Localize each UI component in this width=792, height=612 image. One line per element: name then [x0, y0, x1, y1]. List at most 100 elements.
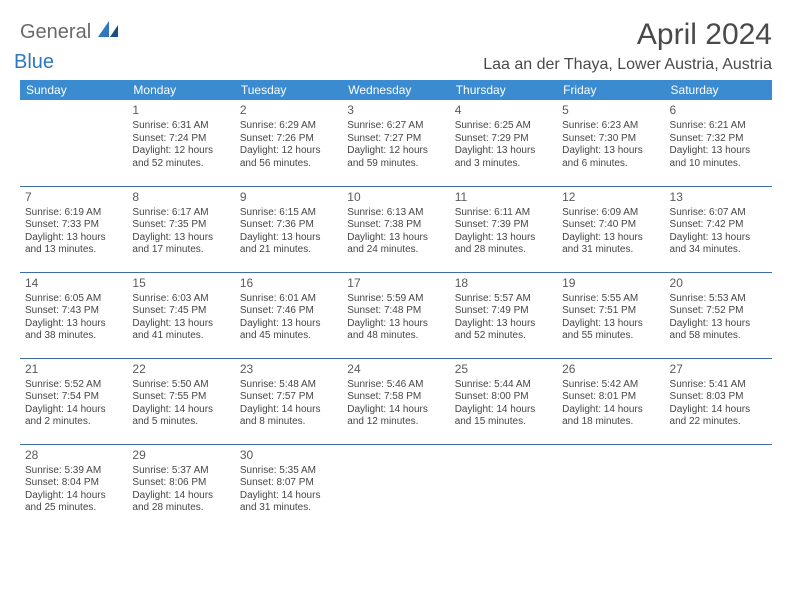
daylight-text: Daylight: 13 hours and 24 minutes.	[347, 232, 444, 257]
daylight-text: Daylight: 14 hours and 12 minutes.	[347, 404, 444, 429]
sunrise-text: Sunrise: 6:15 AM	[240, 207, 337, 220]
sunrise-text: Sunrise: 5:55 AM	[562, 293, 659, 306]
sunrise-text: Sunrise: 6:19 AM	[25, 207, 122, 220]
daylight-text: Daylight: 14 hours and 25 minutes.	[25, 490, 122, 515]
weekday-header: Wednesday	[342, 80, 449, 100]
sunset-text: Sunset: 7:35 PM	[132, 219, 229, 232]
day-number: 23	[240, 362, 337, 377]
sunrise-text: Sunrise: 6:09 AM	[562, 207, 659, 220]
sunset-text: Sunset: 7:52 PM	[670, 305, 767, 318]
calendar-day-cell: 4Sunrise: 6:25 AMSunset: 7:29 PMDaylight…	[450, 100, 557, 186]
daylight-text: Daylight: 13 hours and 31 minutes.	[562, 232, 659, 257]
calendar-day-cell: 14Sunrise: 6:05 AMSunset: 7:43 PMDayligh…	[20, 272, 127, 358]
day-number: 3	[347, 103, 444, 118]
daylight-text: Daylight: 12 hours and 52 minutes.	[132, 145, 229, 170]
sunset-text: Sunset: 7:36 PM	[240, 219, 337, 232]
daylight-text: Daylight: 13 hours and 34 minutes.	[670, 232, 767, 257]
daylight-text: Daylight: 13 hours and 38 minutes.	[25, 318, 122, 343]
daylight-text: Daylight: 14 hours and 2 minutes.	[25, 404, 122, 429]
weekday-header: Sunday	[20, 80, 127, 100]
header: General Blue April 2024 Laa an der Thaya…	[20, 18, 772, 74]
day-number: 24	[347, 362, 444, 377]
daylight-text: Daylight: 13 hours and 13 minutes.	[25, 232, 122, 257]
sunrise-text: Sunrise: 5:41 AM	[670, 379, 767, 392]
sunrise-text: Sunrise: 5:52 AM	[25, 379, 122, 392]
calendar-day-cell	[557, 444, 664, 530]
sunrise-text: Sunrise: 5:48 AM	[240, 379, 337, 392]
sunset-text: Sunset: 8:01 PM	[562, 391, 659, 404]
calendar-day-cell: 25Sunrise: 5:44 AMSunset: 8:00 PMDayligh…	[450, 358, 557, 444]
day-number: 2	[240, 103, 337, 118]
calendar-day-cell: 9Sunrise: 6:15 AMSunset: 7:36 PMDaylight…	[235, 186, 342, 272]
sunrise-text: Sunrise: 5:46 AM	[347, 379, 444, 392]
day-number: 7	[25, 190, 122, 205]
sunrise-text: Sunrise: 6:01 AM	[240, 293, 337, 306]
calendar-day-cell: 3Sunrise: 6:27 AMSunset: 7:27 PMDaylight…	[342, 100, 449, 186]
calendar-week-row: 21Sunrise: 5:52 AMSunset: 7:54 PMDayligh…	[20, 358, 772, 444]
calendar-day-cell: 15Sunrise: 6:03 AMSunset: 7:45 PMDayligh…	[127, 272, 234, 358]
sunset-text: Sunset: 7:32 PM	[670, 133, 767, 146]
daylight-text: Daylight: 14 hours and 22 minutes.	[670, 404, 767, 429]
sunset-text: Sunset: 7:54 PM	[25, 391, 122, 404]
calendar-day-cell: 7Sunrise: 6:19 AMSunset: 7:33 PMDaylight…	[20, 186, 127, 272]
calendar-day-cell: 24Sunrise: 5:46 AMSunset: 7:58 PMDayligh…	[342, 358, 449, 444]
day-number: 11	[455, 190, 552, 205]
day-number: 17	[347, 276, 444, 291]
day-number: 18	[455, 276, 552, 291]
page-title: April 2024	[483, 18, 772, 52]
sail-icon	[98, 21, 120, 42]
sunrise-text: Sunrise: 5:53 AM	[670, 293, 767, 306]
sunset-text: Sunset: 7:38 PM	[347, 219, 444, 232]
sunrise-text: Sunrise: 6:31 AM	[132, 120, 229, 133]
sunset-text: Sunset: 7:45 PM	[132, 305, 229, 318]
sunset-text: Sunset: 7:42 PM	[670, 219, 767, 232]
sunrise-text: Sunrise: 6:23 AM	[562, 120, 659, 133]
daylight-text: Daylight: 13 hours and 58 minutes.	[670, 318, 767, 343]
daylight-text: Daylight: 12 hours and 56 minutes.	[240, 145, 337, 170]
sunset-text: Sunset: 8:03 PM	[670, 391, 767, 404]
daylight-text: Daylight: 14 hours and 15 minutes.	[455, 404, 552, 429]
sunset-text: Sunset: 7:46 PM	[240, 305, 337, 318]
weekday-header: Friday	[557, 80, 664, 100]
calendar-day-cell: 27Sunrise: 5:41 AMSunset: 8:03 PMDayligh…	[665, 358, 772, 444]
calendar-day-cell: 21 Sunrise: 5:52 AMSunset: 7:54 PMDayligh…	[20, 358, 127, 444]
sunset-text: Sunset: 7:40 PM	[562, 219, 659, 232]
daylight-text: Daylight: 13 hours and 3 minutes.	[455, 145, 552, 170]
daylight-text: Daylight: 13 hours and 10 minutes.	[670, 145, 767, 170]
calendar-day-cell: 20Sunrise: 5:53 AMSunset: 7:52 PMDayligh…	[665, 272, 772, 358]
calendar-week-row: 7Sunrise: 6:19 AMSunset: 7:33 PMDaylight…	[20, 186, 772, 272]
sunrise-text: Sunrise: 6:07 AM	[670, 207, 767, 220]
logo-text-blue: Blue	[14, 51, 54, 73]
day-number: 22	[132, 362, 229, 377]
calendar-day-cell: 2Sunrise: 6:29 AMSunset: 7:26 PMDaylight…	[235, 100, 342, 186]
calendar-day-cell: 26Sunrise: 5:42 AMSunset: 8:01 PMDayligh…	[557, 358, 664, 444]
day-number: 16	[240, 276, 337, 291]
day-number: 29	[132, 448, 229, 463]
daylight-text: Daylight: 14 hours and 31 minutes.	[240, 490, 337, 515]
day-number: 12	[562, 190, 659, 205]
daylight-text: Daylight: 13 hours and 6 minutes.	[562, 145, 659, 170]
calendar-day-cell: 13Sunrise: 6:07 AMSunset: 7:42 PMDayligh…	[665, 186, 772, 272]
calendar-day-cell: 18Sunrise: 5:57 AMSunset: 7:49 PMDayligh…	[450, 272, 557, 358]
daylight-text: Daylight: 13 hours and 48 minutes.	[347, 318, 444, 343]
day-number: 21	[25, 362, 122, 377]
sunset-text: Sunset: 8:04 PM	[25, 477, 122, 490]
weekday-header: Thursday	[450, 80, 557, 100]
daylight-text: Daylight: 13 hours and 55 minutes.	[562, 318, 659, 343]
sunset-text: Sunset: 7:43 PM	[25, 305, 122, 318]
weekday-header: Saturday	[665, 80, 772, 100]
daylight-text: Daylight: 14 hours and 28 minutes.	[132, 490, 229, 515]
day-number: 26	[562, 362, 659, 377]
sunrise-text: Sunrise: 5:57 AM	[455, 293, 552, 306]
sunset-text: Sunset: 7:30 PM	[562, 133, 659, 146]
calendar-day-cell: 1Sunrise: 6:31 AMSunset: 7:24 PMDaylight…	[127, 100, 234, 186]
sunset-text: Sunset: 7:39 PM	[455, 219, 552, 232]
calendar-week-row: 1Sunrise: 6:31 AMSunset: 7:24 PMDaylight…	[20, 100, 772, 186]
logo: General Blue	[20, 24, 120, 59]
calendar-day-cell: 19Sunrise: 5:55 AMSunset: 7:51 PMDayligh…	[557, 272, 664, 358]
sunset-text: Sunset: 7:49 PM	[455, 305, 552, 318]
day-number: 10	[347, 190, 444, 205]
calendar-day-cell: 30Sunrise: 5:35 AMSunset: 8:07 PMDayligh…	[235, 444, 342, 530]
daylight-text: Daylight: 13 hours and 45 minutes.	[240, 318, 337, 343]
daylight-text: Daylight: 14 hours and 18 minutes.	[562, 404, 659, 429]
